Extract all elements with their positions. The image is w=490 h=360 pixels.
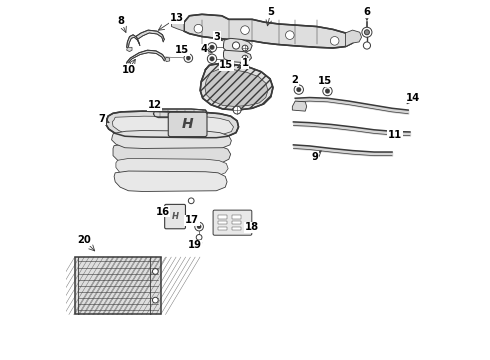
Circle shape (184, 54, 193, 62)
Text: 16: 16 (155, 207, 170, 217)
Polygon shape (126, 50, 166, 62)
Text: 15: 15 (175, 45, 189, 55)
Text: 12: 12 (147, 100, 162, 111)
Text: 2: 2 (291, 75, 298, 85)
Bar (218, 215, 227, 219)
Bar (218, 226, 227, 230)
Text: 3: 3 (214, 32, 220, 41)
Circle shape (210, 45, 214, 50)
Circle shape (296, 87, 301, 92)
Polygon shape (126, 62, 131, 67)
Bar (74, 257, 161, 315)
Text: 19: 19 (188, 240, 202, 250)
Circle shape (330, 37, 339, 45)
Text: 9: 9 (312, 152, 318, 162)
Circle shape (196, 234, 202, 240)
Polygon shape (114, 171, 227, 192)
Circle shape (362, 27, 372, 37)
Polygon shape (116, 158, 228, 176)
Polygon shape (184, 14, 353, 48)
Bar (232, 215, 241, 219)
Polygon shape (223, 39, 252, 53)
Circle shape (242, 45, 248, 51)
Circle shape (365, 30, 369, 35)
Circle shape (241, 26, 249, 35)
Text: 1: 1 (242, 58, 248, 68)
Text: 4: 4 (200, 44, 208, 54)
Text: H: H (172, 212, 178, 221)
Circle shape (152, 297, 158, 303)
Circle shape (188, 198, 194, 204)
Polygon shape (112, 131, 231, 148)
Text: H: H (182, 117, 194, 131)
Circle shape (207, 54, 217, 63)
Polygon shape (166, 57, 170, 62)
Circle shape (210, 57, 214, 61)
Text: 7: 7 (99, 114, 106, 124)
Bar (232, 226, 241, 230)
Text: 5: 5 (268, 7, 274, 17)
Bar (218, 221, 227, 225)
Polygon shape (112, 116, 234, 135)
Circle shape (194, 24, 203, 33)
Polygon shape (172, 21, 184, 31)
Bar (232, 221, 241, 225)
FancyBboxPatch shape (213, 210, 252, 235)
Circle shape (242, 55, 248, 61)
Text: 14: 14 (406, 93, 420, 103)
Circle shape (364, 42, 370, 49)
Polygon shape (200, 63, 273, 110)
Text: 8: 8 (118, 17, 125, 27)
Text: 15: 15 (220, 60, 233, 70)
Polygon shape (106, 111, 239, 138)
Text: 15: 15 (318, 76, 332, 86)
Circle shape (286, 31, 294, 40)
Polygon shape (126, 35, 140, 47)
FancyBboxPatch shape (168, 112, 207, 136)
Polygon shape (293, 101, 307, 111)
Polygon shape (126, 47, 132, 51)
Circle shape (195, 222, 203, 231)
Circle shape (186, 56, 191, 60)
Polygon shape (345, 30, 362, 46)
Circle shape (207, 42, 217, 52)
Circle shape (233, 106, 241, 114)
Polygon shape (113, 144, 231, 165)
Polygon shape (205, 69, 268, 107)
Circle shape (323, 86, 332, 96)
Text: 20: 20 (77, 235, 91, 245)
Circle shape (232, 42, 240, 49)
Polygon shape (136, 30, 164, 42)
Circle shape (294, 85, 303, 94)
Text: 18: 18 (245, 222, 259, 232)
Text: 10: 10 (122, 64, 135, 75)
Circle shape (325, 89, 330, 93)
Text: 17: 17 (185, 215, 199, 225)
Circle shape (196, 240, 201, 245)
Text: 11: 11 (388, 130, 402, 140)
Polygon shape (153, 109, 207, 118)
Polygon shape (223, 50, 251, 62)
FancyBboxPatch shape (165, 204, 186, 229)
Text: 6: 6 (364, 7, 370, 17)
Circle shape (152, 269, 158, 274)
Text: 13: 13 (170, 13, 184, 23)
Circle shape (197, 225, 201, 229)
